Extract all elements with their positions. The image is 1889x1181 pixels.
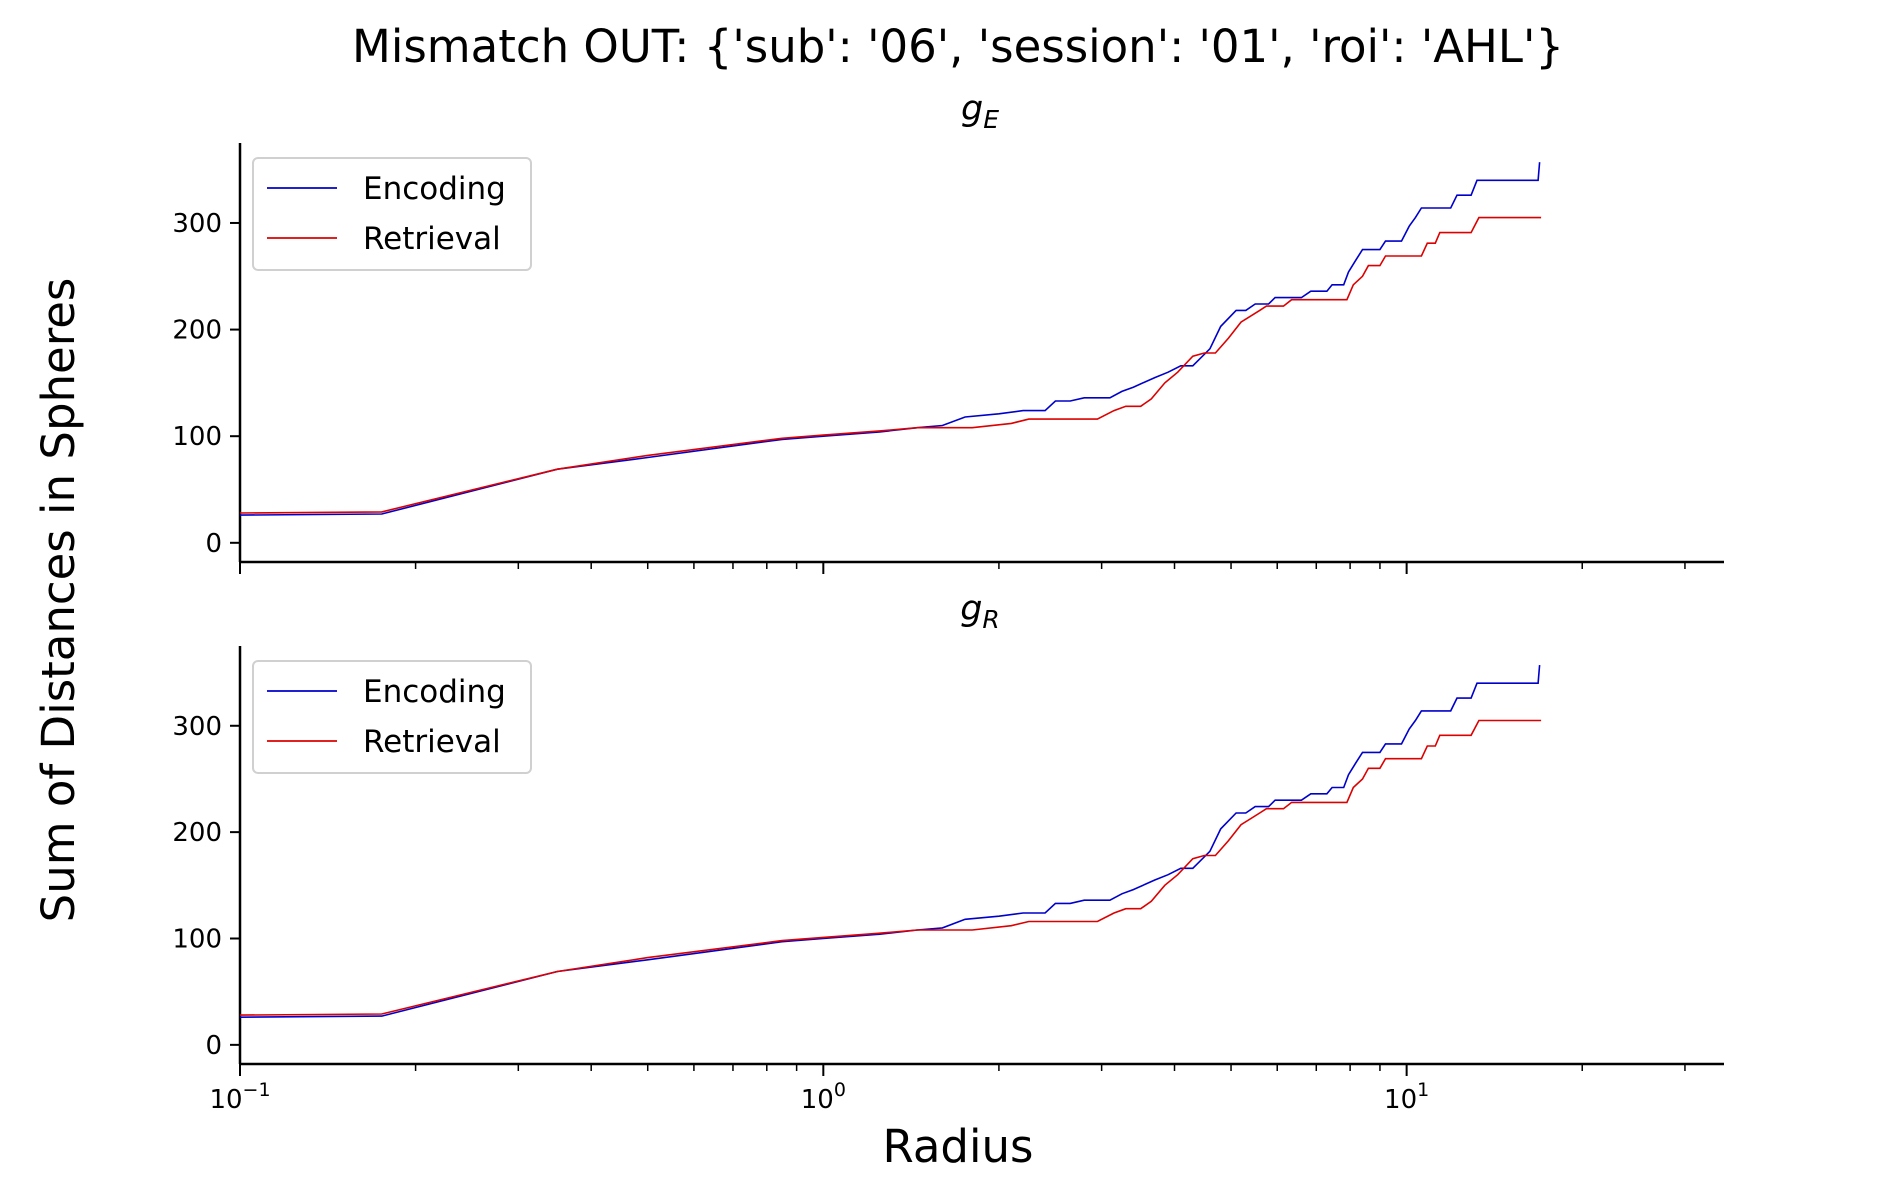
subplot-title-subscript: E — [983, 105, 999, 134]
series-line-encoding — [239, 162, 1541, 516]
legend-box — [252, 660, 532, 774]
subplots: gE0100200300EncodingRetrievalgR010020030… — [172, 89, 1724, 1115]
x-tick-label-base: 10 — [209, 1085, 242, 1115]
x-tick-label: 101 — [1384, 1079, 1429, 1115]
subplot-title: gR — [960, 589, 1000, 634]
subplot-title-main: g — [961, 89, 983, 129]
subplot-title-main: g — [960, 589, 982, 629]
y-tick-label: 0 — [205, 529, 222, 559]
subplot-title: gE — [961, 89, 999, 134]
y-tick-label: 300 — [172, 209, 222, 239]
x-tick-label: 100 — [801, 1079, 846, 1115]
y-tick-label: 100 — [172, 924, 222, 954]
y-axis-label: Sum of Distances in Spheres — [32, 278, 85, 923]
figure-title: Mismatch OUT: {'sub': '06', 'session': '… — [352, 20, 1564, 73]
y-tick-label: 100 — [172, 422, 222, 452]
legend-box — [252, 157, 532, 271]
series-line-encoding — [239, 665, 1541, 1018]
x-tick-label-base: 10 — [801, 1085, 834, 1115]
series-line-retrieval — [239, 719, 1542, 1016]
x-tick-label-exponent: 0 — [834, 1079, 846, 1101]
subplot-1: gE 0 100 200 300 Encoding Retrieval — [172, 89, 1724, 574]
legend-label-encoding: Encoding — [363, 674, 506, 710]
series-line-retrieval — [239, 216, 1542, 514]
x-tick-label-base: 10 — [1384, 1085, 1417, 1115]
legend-label-encoding: Encoding — [363, 171, 506, 207]
y-tick-label: 0 — [205, 1031, 222, 1061]
legend: Encoding Retrieval — [252, 660, 532, 774]
x-tick-label: 10−1 — [209, 1079, 270, 1115]
y-tick-label: 200 — [172, 818, 222, 848]
x-axis-label: Radius — [883, 1120, 1034, 1173]
legend: Encoding Retrieval — [252, 157, 532, 271]
x-tick-label-exponent: 1 — [1417, 1079, 1429, 1101]
legend-label-retrieval: Retrieval — [363, 221, 501, 257]
x-tick-label-exponent: −1 — [243, 1079, 271, 1101]
legend-label-retrieval: Retrieval — [363, 724, 501, 760]
y-tick-label: 200 — [172, 316, 222, 346]
y-tick-label: 300 — [172, 712, 222, 742]
subplot-title-subscript: R — [982, 605, 999, 634]
